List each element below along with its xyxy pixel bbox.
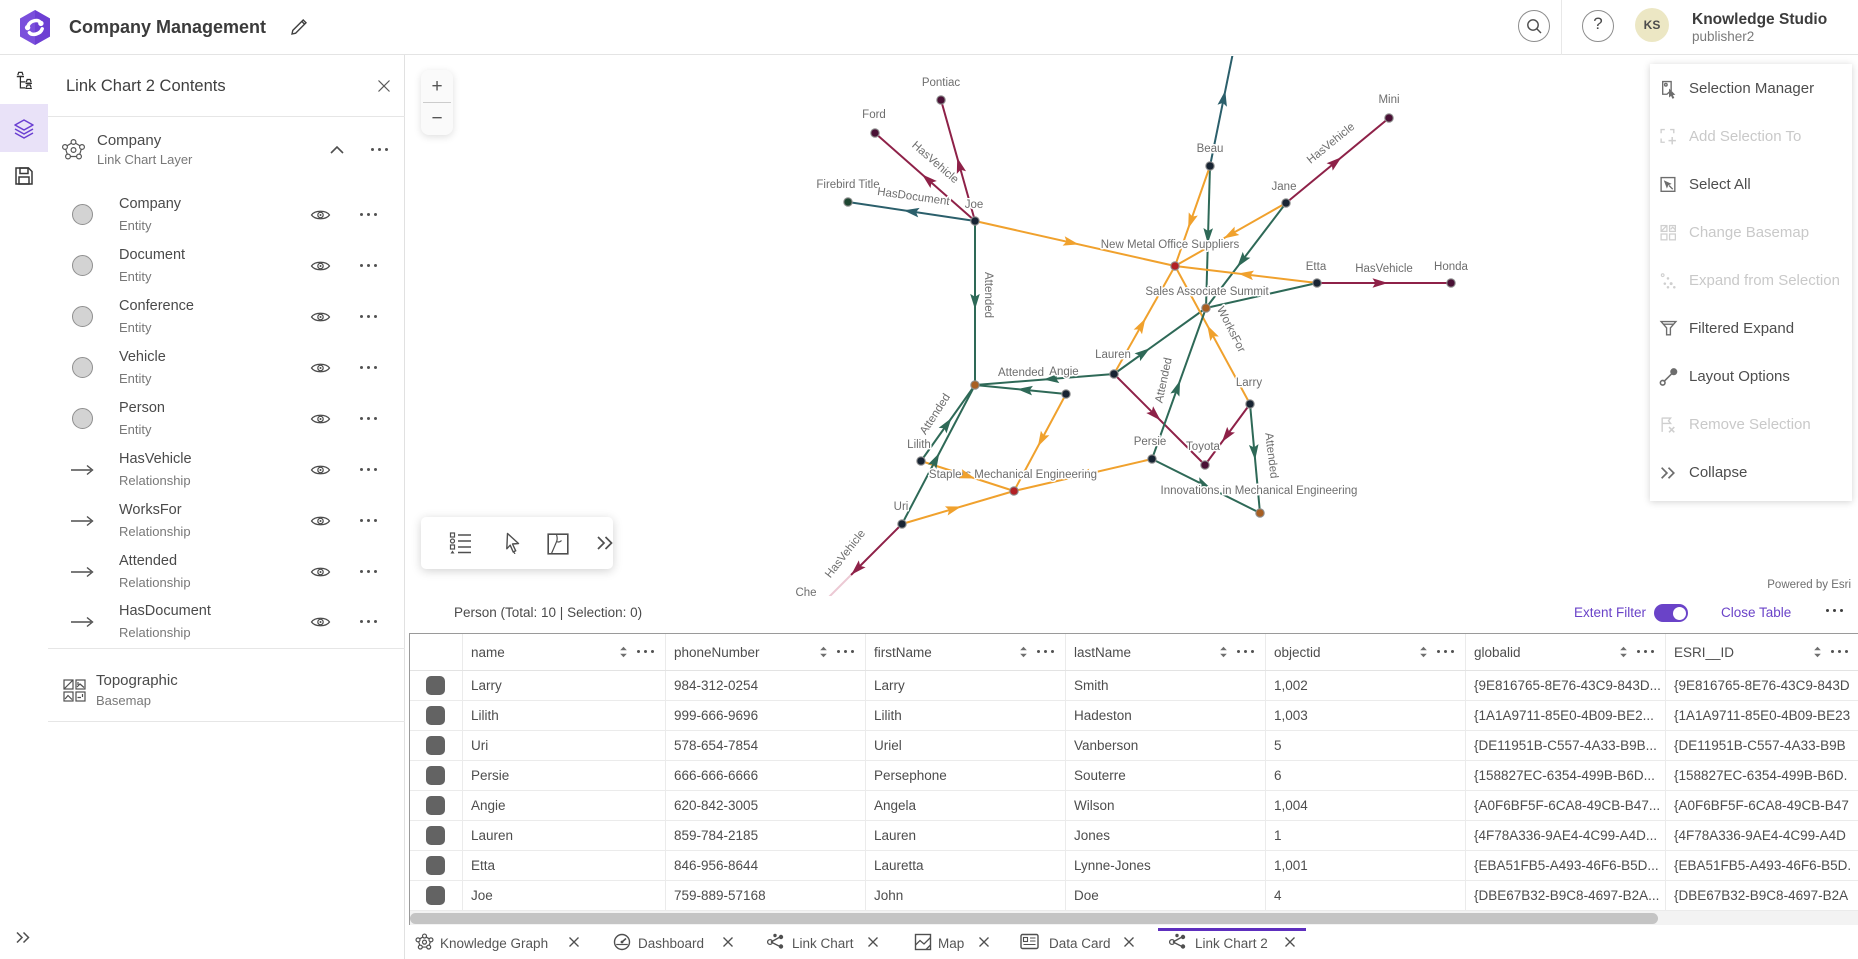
svg-text:Sales Associate Summit: Sales Associate Summit	[1145, 286, 1269, 298]
svg-text:Jane: Jane	[1272, 181, 1297, 193]
svg-text:Attended: Attended	[982, 272, 994, 318]
svg-text:HasVehicle: HasVehicle	[1305, 121, 1357, 167]
svg-text:Attended: Attended	[918, 392, 953, 437]
svg-text:Lauren: Lauren	[1095, 349, 1131, 361]
svg-text:Toyota: Toyota	[1186, 441, 1220, 453]
svg-text:Honda: Honda	[1434, 261, 1468, 273]
svg-text:HasVehicle: HasVehicle	[1355, 263, 1413, 275]
svg-text:Larry: Larry	[1236, 377, 1262, 389]
svg-text:Attended: Attended	[1262, 432, 1280, 479]
svg-text:Lilith: Lilith	[907, 439, 931, 451]
svg-text:Staplers Mechanical Engineerin: Staplers Mechanical Engineering	[929, 469, 1097, 481]
svg-text:Che: Che	[795, 587, 816, 596]
svg-text:Beau: Beau	[1197, 143, 1224, 155]
svg-text:Ford: Ford	[862, 109, 886, 121]
svg-text:Innovations in Mechanical Engi: Innovations in Mechanical Engineering	[1161, 485, 1358, 497]
svg-text:Joe: Joe	[965, 199, 984, 211]
svg-text:Attended: Attended	[1153, 357, 1174, 405]
svg-text:Mini: Mini	[1378, 94, 1399, 106]
svg-text:Etta: Etta	[1306, 261, 1327, 273]
svg-text:New Metal Office Suppliers: New Metal Office Suppliers	[1101, 239, 1240, 251]
svg-text:Persie: Persie	[1134, 436, 1167, 448]
svg-text:Attended: Attended	[998, 367, 1044, 379]
svg-text:Firebird Title: Firebird Title	[816, 179, 879, 191]
svg-text:Uri: Uri	[894, 501, 909, 513]
svg-text:HasVehicle: HasVehicle	[823, 528, 868, 581]
svg-text:HasVehicle: HasVehicle	[909, 139, 960, 186]
svg-text:Angie: Angie	[1049, 366, 1078, 378]
svg-text:Pontiac: Pontiac	[922, 77, 961, 89]
